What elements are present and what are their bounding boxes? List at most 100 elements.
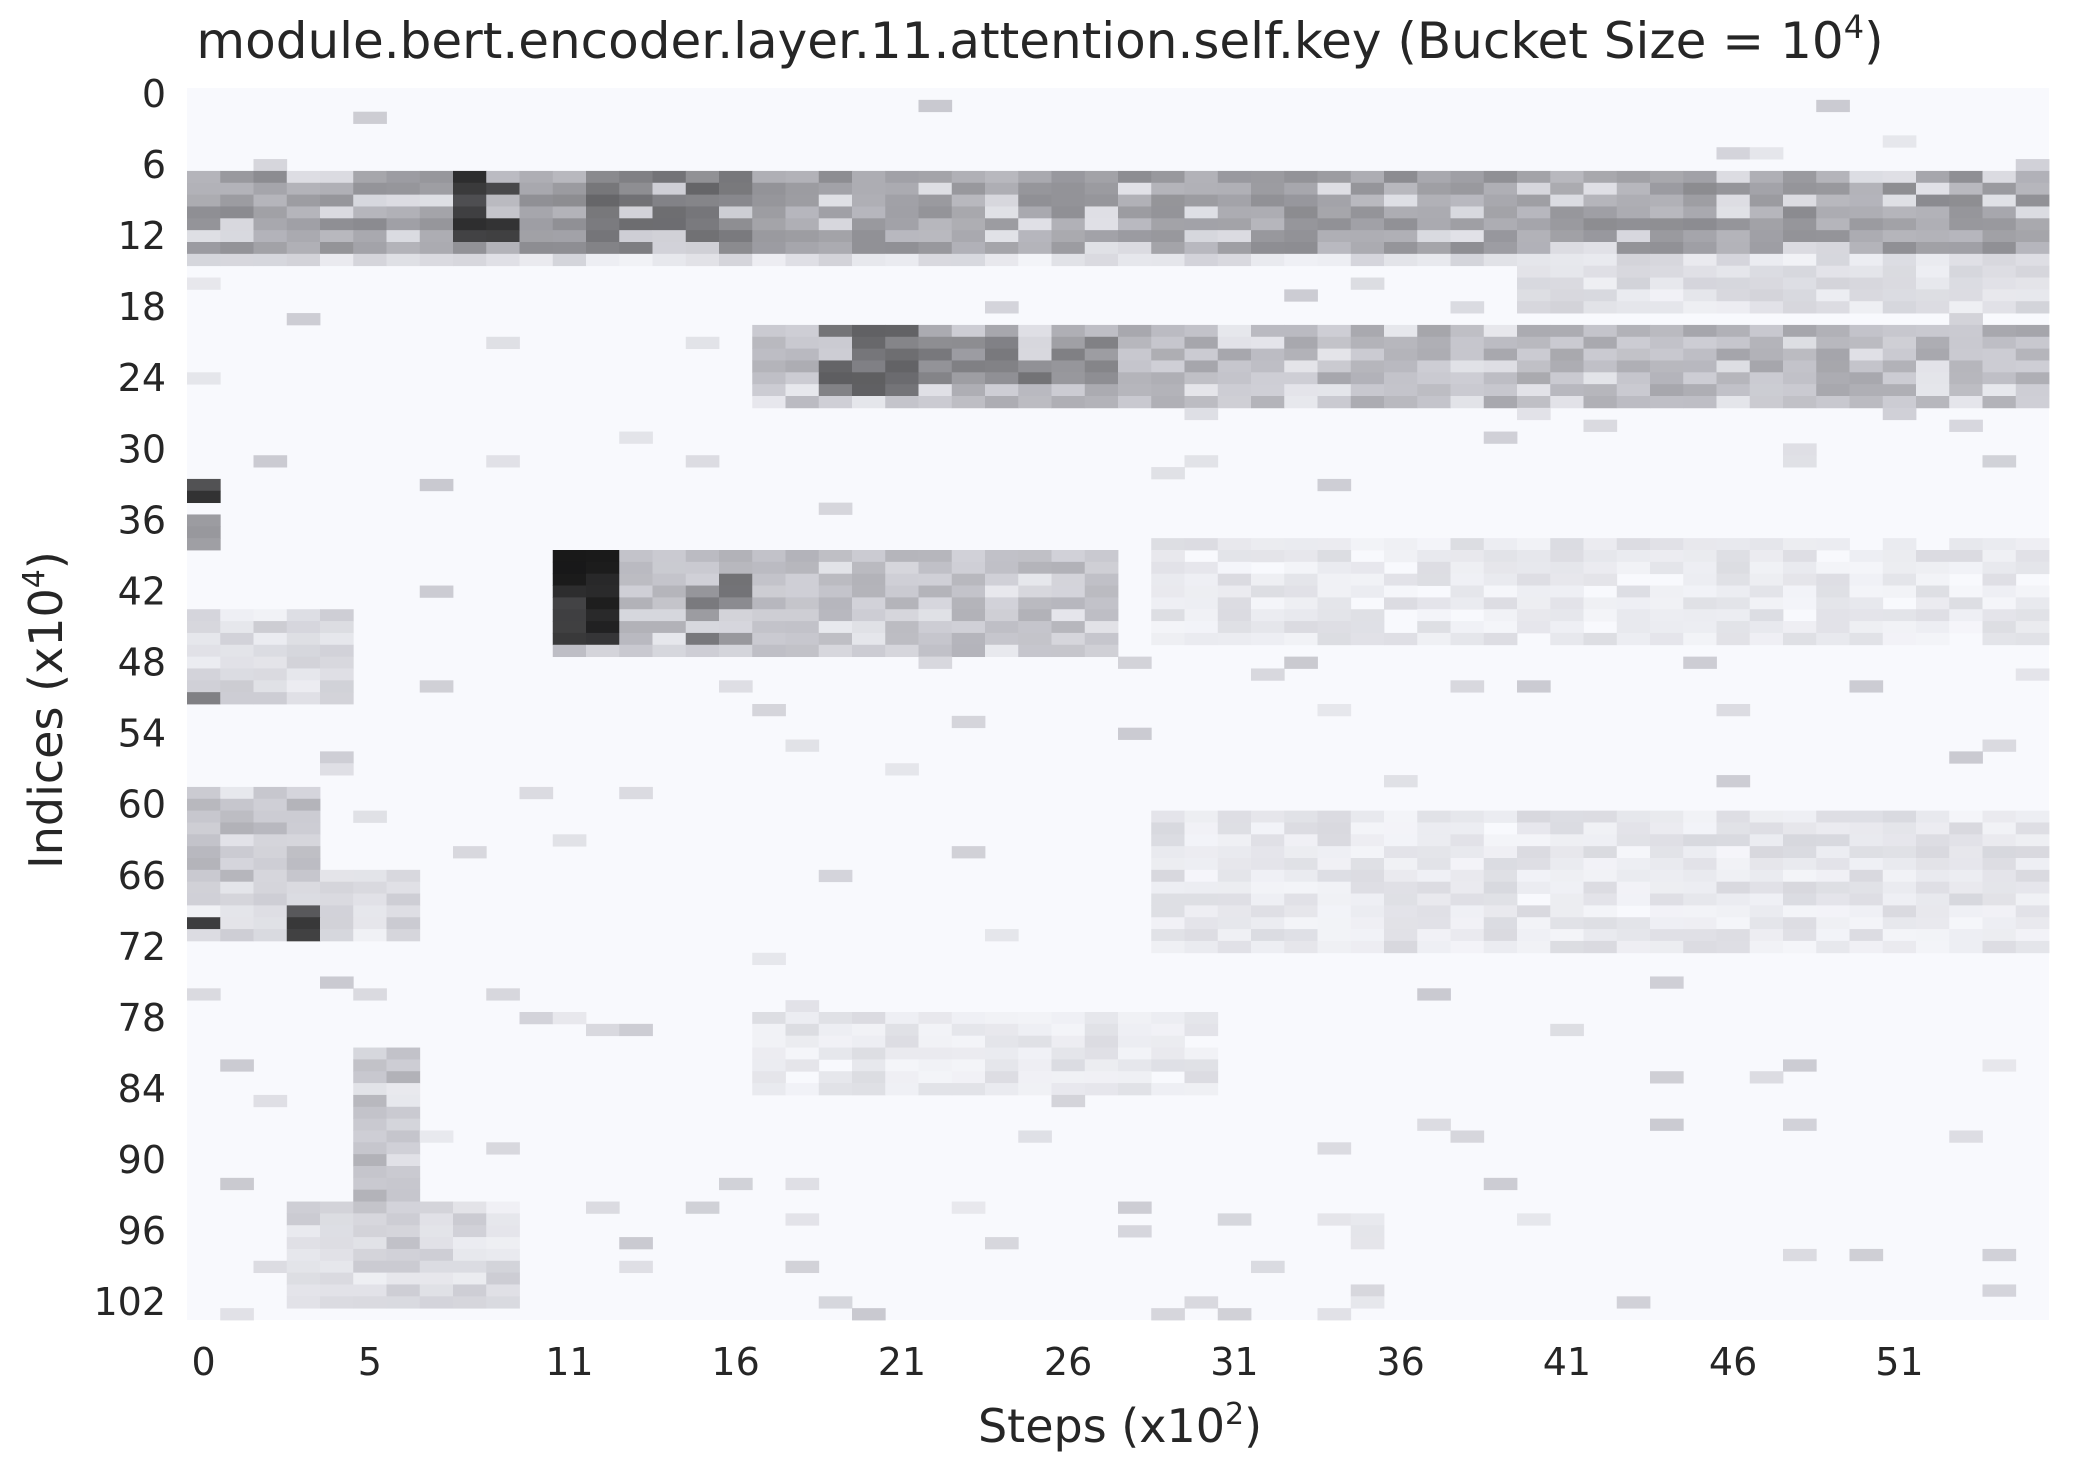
heatmap-cell — [1882, 289, 1917, 302]
heatmap-cell — [1517, 810, 1551, 823]
heatmap-cell — [1450, 242, 1485, 255]
x-tick-label: 26 — [1044, 1340, 1092, 1384]
heatmap-cell — [1384, 182, 1418, 196]
heatmap-cell — [1949, 289, 1983, 302]
heatmap-cell — [1517, 597, 1551, 610]
heatmap-cell — [353, 1071, 387, 1084]
heatmap-cell — [1716, 858, 1751, 871]
x-axis-label-superscript: 2 — [1225, 1397, 1244, 1432]
heatmap-cell — [1816, 893, 1850, 906]
heatmap-cell — [1982, 384, 2017, 397]
heatmap-cell — [918, 324, 953, 338]
heatmap-cell — [353, 1166, 387, 1179]
heatmap-cell — [1384, 940, 1418, 954]
x-tick-labels: 0 5 11 16 21 26 31 36 41 46 51 — [192, 1340, 1924, 1384]
heatmap-cell — [1616, 810, 1651, 823]
heatmap-cell — [253, 668, 288, 681]
heatmap-cell — [386, 230, 421, 243]
heatmap-cell — [1749, 384, 1784, 397]
heatmap-cell — [818, 869, 853, 883]
heatmap-cell — [1583, 289, 1618, 302]
heatmap-cell — [486, 218, 520, 231]
heatmap-cell — [1018, 1023, 1052, 1037]
heatmap-cell — [1749, 858, 1784, 871]
heatmap-cell — [1084, 1023, 1119, 1037]
heatmap-cell — [1550, 621, 1584, 634]
heatmap-cell — [785, 1059, 820, 1072]
heatmap-cell — [552, 242, 587, 255]
y-tick-label: 60 — [118, 783, 166, 827]
heatmap-cell — [586, 242, 620, 255]
heatmap-cell — [951, 384, 986, 397]
heatmap-cell — [1151, 538, 1185, 551]
heatmap-cell — [1317, 858, 1352, 871]
heatmap-cell — [1949, 621, 1983, 634]
heatmap-cell — [1550, 301, 1584, 314]
heatmap-cell — [1517, 561, 1551, 575]
heatmap-cell — [1051, 206, 1086, 219]
heatmap-cell — [1450, 905, 1485, 918]
heatmap-cell — [1251, 881, 1285, 894]
heatmap-cell — [419, 1248, 454, 1262]
heatmap-cell — [1184, 1047, 1219, 1060]
heatmap-cell — [1084, 206, 1119, 219]
heatmap-cell — [1583, 834, 1618, 847]
heatmap-cell — [1450, 194, 1485, 207]
heatmap-cell — [320, 182, 354, 196]
heatmap-cell — [885, 609, 919, 622]
heatmap-cell — [1749, 265, 1784, 278]
heatmap-cell — [1749, 573, 1784, 586]
heatmap-cell — [719, 253, 753, 267]
heatmap-cell — [1317, 538, 1352, 551]
y-tick-label: 6 — [142, 143, 166, 187]
heatmap-cell — [1650, 301, 1684, 314]
heatmap-cell — [652, 609, 687, 622]
heatmap-cell — [486, 206, 520, 219]
heatmap-cell — [1384, 253, 1418, 267]
heatmap-cell — [918, 348, 953, 361]
heatmap-cell — [1450, 336, 1485, 350]
heatmap-cell — [1949, 253, 1983, 267]
heatmap-cell — [918, 182, 953, 196]
heatmap-cell — [1450, 917, 1485, 930]
heatmap-cell — [419, 1284, 454, 1297]
heatmap-cell — [1118, 1225, 1152, 1238]
heatmap-cell — [1051, 550, 1086, 563]
heatmap-cell — [320, 621, 354, 634]
heatmap-cell — [1616, 218, 1651, 231]
heatmap-cell — [1284, 206, 1318, 219]
heatmap-cell — [1517, 621, 1551, 634]
heatmap-cell — [1616, 538, 1651, 551]
heatmap-cell — [1982, 324, 2017, 338]
heatmap-cell — [1783, 917, 1817, 930]
heatmap-cell — [1217, 182, 1252, 196]
heatmap-cell — [1982, 869, 2017, 883]
heatmap-cell — [818, 360, 853, 373]
heatmap-cell — [1716, 170, 1751, 184]
heatmap-cell — [1982, 881, 2017, 894]
heatmap-cell — [1384, 585, 1418, 598]
heatmap-cell — [1650, 336, 1684, 350]
heatmap-cell — [1151, 846, 1185, 859]
heatmap-cell — [1749, 538, 1784, 551]
heatmap-cell — [719, 621, 753, 634]
heatmap-cell — [1018, 170, 1052, 184]
heatmap-cell — [1583, 917, 1618, 930]
heatmap-cell — [1217, 810, 1252, 823]
heatmap-cell — [1450, 538, 1485, 551]
heatmap-cell — [719, 644, 753, 658]
heatmap-cell — [1550, 384, 1584, 397]
heatmap-cell — [1982, 253, 2017, 267]
heatmap-cell — [187, 893, 221, 906]
heatmap-cell — [1749, 182, 1784, 196]
heatmap-cell — [1816, 277, 1850, 290]
heatmap-cell — [1616, 289, 1651, 302]
heatmap-cell — [1849, 573, 1884, 586]
heatmap-cell — [286, 869, 321, 883]
heatmap-cell — [1350, 384, 1385, 397]
heatmap-cell — [1151, 597, 1185, 610]
heatmap-cell — [951, 336, 986, 350]
heatmap-cell — [187, 621, 221, 634]
heatmap-cell — [1051, 609, 1086, 622]
